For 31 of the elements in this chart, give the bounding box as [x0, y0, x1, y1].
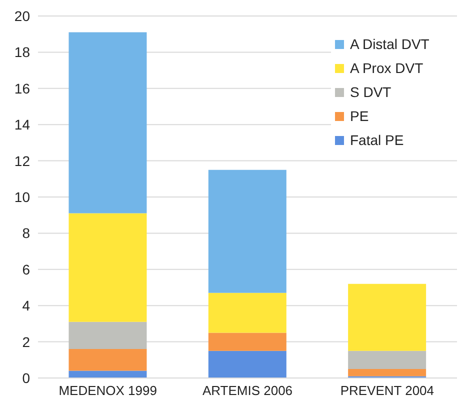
bar [68, 213, 147, 322]
y-tick-label: 18 [14, 44, 30, 60]
y-tick-label: 14 [14, 116, 30, 133]
bar [348, 284, 426, 351]
bar [208, 350, 286, 378]
bar [208, 332, 286, 351]
y-tick-label: 20 [14, 8, 30, 24]
legend-label: A Prox DVT [350, 60, 424, 76]
bar [208, 292, 286, 333]
legend-label: A Distal DVT [350, 36, 430, 52]
x-tick-label: PREVENT 2004 [340, 383, 434, 398]
legend-label: S DVT [350, 84, 392, 100]
y-tick-label: 0 [22, 370, 30, 386]
legend-label: Fatal PE [350, 132, 404, 148]
bar [348, 368, 426, 376]
bar [208, 170, 286, 293]
x-tick-label: ARTEMIS 2006 [202, 383, 293, 398]
bar [68, 370, 147, 378]
y-tick-label: 10 [14, 188, 30, 205]
y-tick-label: 8 [22, 225, 30, 242]
y-tick-label: 12 [14, 152, 30, 169]
y-tick-label: 6 [22, 261, 30, 278]
y-tick-label: 16 [14, 80, 30, 96]
bar [68, 32, 147, 214]
x-tick-label: MEDENOX 1999 [58, 383, 157, 398]
y-tick-label: 2 [22, 334, 30, 350]
bar [68, 322, 147, 350]
y-tick-label: 4 [22, 298, 30, 314]
bar [348, 350, 426, 369]
legend-label: PE [350, 108, 369, 124]
bar [68, 349, 147, 371]
